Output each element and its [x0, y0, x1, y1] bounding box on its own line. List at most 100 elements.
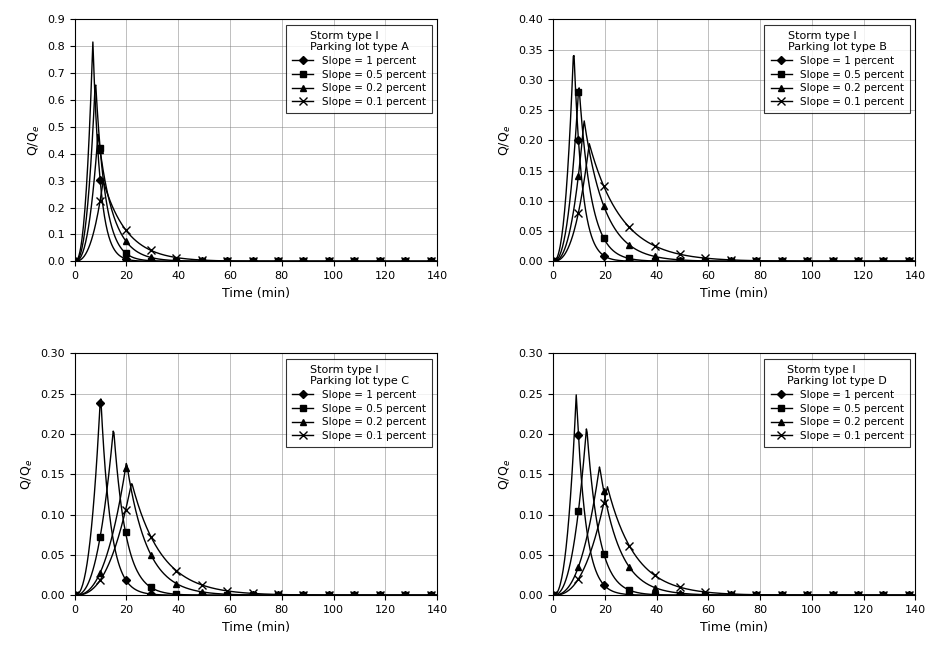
- Line: Slope = 0.2 percent: Slope = 0.2 percent: [71, 460, 441, 598]
- Slope = 0.2 percent: [744, 258, 756, 265]
- Line: Slope = 0.2 percent: Slope = 0.2 percent: [549, 463, 919, 598]
- Slope = 0.1 percent: [423, 258, 434, 265]
- Slope = 0.2 percent: [845, 258, 856, 265]
- Slope = 0.2 percent: [845, 591, 856, 599]
- Slope = 0.5 percent: [107, 427, 119, 435]
- Slope = 1 percent: [286, 258, 297, 265]
- Slope = 1 percent: [722, 591, 733, 599]
- Slope = 0.1 percent: [910, 591, 921, 599]
- Slope = 0.5 percent: [744, 258, 756, 265]
- Line: Slope = 1 percent: Slope = 1 percent: [72, 396, 440, 598]
- Legend: Slope = 1 percent, Slope = 0.5 percent, Slope = 0.2 percent, Slope = 0.1 percent: Slope = 1 percent, Slope = 0.5 percent, …: [286, 25, 432, 113]
- Slope = 1 percent: [547, 591, 559, 599]
- Slope = 0.1 percent: [367, 591, 378, 599]
- Slope = 0.5 percent: [581, 425, 592, 433]
- Slope = 0.5 percent: [901, 591, 913, 599]
- Slope = 0.5 percent: [423, 591, 434, 599]
- Slope = 0.1 percent: [764, 591, 775, 599]
- X-axis label: Time (min): Time (min): [700, 287, 768, 300]
- Slope = 1 percent: [547, 258, 559, 265]
- Slope = 1 percent: [432, 258, 443, 265]
- Slope = 0.1 percent: [242, 258, 253, 265]
- Slope = 0.1 percent: [244, 258, 255, 265]
- Slope = 1 percent: [286, 591, 297, 599]
- Slope = 0.5 percent: [720, 258, 731, 265]
- Slope = 0.5 percent: [286, 591, 297, 599]
- Slope = 0.1 percent: [423, 591, 434, 599]
- Slope = 0.1 percent: [266, 591, 277, 598]
- Slope = 0.5 percent: [432, 258, 443, 265]
- Slope = 0.1 percent: [367, 258, 378, 265]
- Slope = 0.2 percent: [367, 591, 378, 599]
- Slope = 0.5 percent: [244, 591, 255, 599]
- Line: Slope = 1 percent: Slope = 1 percent: [550, 392, 918, 598]
- Slope = 0.1 percent: [69, 591, 80, 599]
- Slope = 0.5 percent: [367, 591, 378, 599]
- Slope = 1 percent: [569, 52, 580, 60]
- Slope = 1 percent: [764, 258, 775, 265]
- Slope = 0.5 percent: [720, 591, 731, 599]
- Slope = 1 percent: [367, 258, 378, 265]
- Slope = 0.5 percent: [547, 258, 559, 265]
- Line: Slope = 0.1 percent: Slope = 0.1 percent: [549, 140, 919, 265]
- Slope = 0.2 percent: [764, 591, 775, 599]
- Slope = 0.2 percent: [720, 258, 731, 265]
- Slope = 0.5 percent: [242, 258, 253, 265]
- Slope = 1 percent: [95, 395, 106, 403]
- Slope = 1 percent: [242, 258, 253, 265]
- Slope = 0.1 percent: [286, 258, 297, 265]
- Slope = 0.2 percent: [764, 258, 775, 265]
- Line: Slope = 1 percent: Slope = 1 percent: [550, 53, 918, 264]
- Slope = 0.2 percent: [722, 258, 733, 265]
- Slope = 0.1 percent: [244, 589, 255, 597]
- Slope = 1 percent: [423, 258, 434, 265]
- Slope = 1 percent: [910, 591, 921, 599]
- Slope = 1 percent: [244, 258, 255, 265]
- Y-axis label: Q/Q$_e$: Q/Q$_e$: [26, 125, 42, 156]
- Line: Slope = 1 percent: Slope = 1 percent: [72, 39, 440, 264]
- Slope = 1 percent: [901, 591, 913, 599]
- Slope = 0.2 percent: [92, 131, 104, 138]
- Slope = 1 percent: [845, 591, 856, 599]
- Slope = 0.5 percent: [242, 591, 253, 599]
- Slope = 0.1 percent: [722, 590, 733, 598]
- Slope = 0.1 percent: [744, 257, 756, 265]
- Slope = 0.2 percent: [547, 258, 559, 265]
- Slope = 0.5 percent: [69, 258, 80, 265]
- Line: Slope = 0.1 percent: Slope = 0.1 percent: [71, 479, 441, 599]
- Slope = 0.2 percent: [423, 258, 434, 265]
- Slope = 0.2 percent: [910, 258, 921, 265]
- Slope = 0.1 percent: [432, 591, 443, 599]
- Slope = 0.2 percent: [244, 258, 255, 265]
- Slope = 0.5 percent: [91, 81, 102, 89]
- Slope = 0.1 percent: [266, 258, 277, 265]
- Slope = 0.1 percent: [720, 256, 731, 263]
- Slope = 1 percent: [764, 591, 775, 599]
- Slope = 0.5 percent: [910, 258, 921, 265]
- Slope = 0.2 percent: [242, 591, 253, 598]
- Line: Slope = 0.5 percent: Slope = 0.5 percent: [72, 82, 440, 264]
- Slope = 1 percent: [901, 258, 913, 265]
- Slope = 0.2 percent: [120, 459, 132, 467]
- Slope = 0.2 percent: [367, 258, 378, 265]
- Slope = 0.5 percent: [845, 258, 856, 265]
- Slope = 1 percent: [432, 591, 443, 599]
- Line: Slope = 0.5 percent: Slope = 0.5 percent: [550, 85, 918, 264]
- Slope = 1 percent: [87, 38, 98, 46]
- Slope = 0.2 percent: [901, 258, 913, 265]
- Slope = 0.2 percent: [242, 258, 253, 265]
- Slope = 0.2 percent: [578, 117, 589, 125]
- Slope = 0.1 percent: [584, 140, 595, 148]
- Line: Slope = 0.1 percent: Slope = 0.1 percent: [71, 177, 441, 265]
- Slope = 0.5 percent: [367, 258, 378, 265]
- Y-axis label: Q/Q$_e$: Q/Q$_e$: [20, 459, 35, 490]
- Slope = 0.1 percent: [744, 591, 756, 598]
- Slope = 0.2 percent: [266, 591, 277, 599]
- Slope = 0.2 percent: [744, 591, 756, 599]
- Slope = 0.5 percent: [901, 258, 913, 265]
- Legend: Slope = 1 percent, Slope = 0.5 percent, Slope = 0.2 percent, Slope = 0.1 percent: Slope = 1 percent, Slope = 0.5 percent, …: [286, 358, 432, 447]
- Slope = 1 percent: [423, 591, 434, 599]
- Slope = 0.2 percent: [286, 258, 297, 265]
- Slope = 0.2 percent: [266, 258, 277, 265]
- Slope = 0.1 percent: [910, 258, 921, 265]
